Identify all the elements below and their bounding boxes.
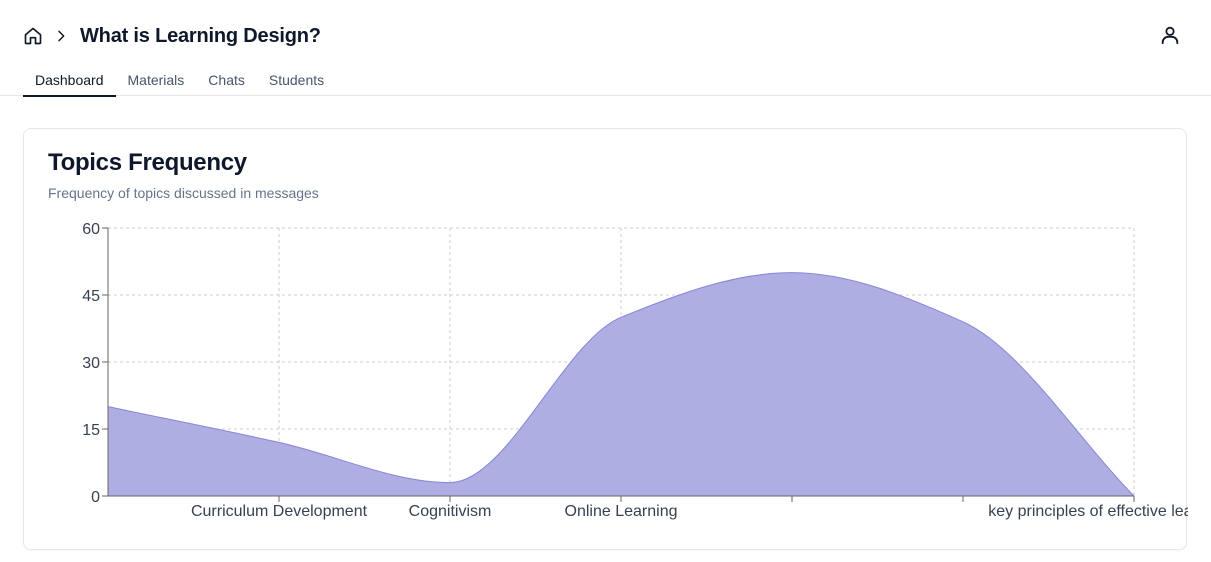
tab-students[interactable]: Students <box>268 72 325 88</box>
breadcrumb: What is Learning Design? <box>22 22 321 50</box>
card-subtitle: Frequency of topics discussed in message… <box>48 185 319 201</box>
y-tick-label: 0 <box>91 489 100 506</box>
page-title: What is Learning Design? <box>80 24 321 47</box>
x-tick-label: Curriculum Development <box>191 503 368 520</box>
chart-axes: 0 15 30 45 60 Curriculum Development Cognitivi… <box>82 221 1188 520</box>
x-tick-label: key principles of effective learning des… <box>988 503 1188 520</box>
chart-area-layer <box>107 272 1135 497</box>
tab-bar: Dashboard Materials Chats Students <box>23 66 336 97</box>
tab-chats[interactable]: Chats <box>208 72 245 88</box>
y-tick-label: 30 <box>82 355 100 372</box>
series-area-fill <box>108 272 1134 496</box>
x-tick-label: Online Learning <box>565 503 678 520</box>
series-area-line <box>107 272 1135 497</box>
y-tick-label: 15 <box>82 422 100 439</box>
user-icon[interactable] <box>1157 22 1183 48</box>
tabs-divider <box>0 95 1211 96</box>
y-tick-label: 45 <box>82 288 100 305</box>
chevron-right-icon <box>52 27 70 45</box>
x-tick-label: Cognitivism <box>409 503 492 520</box>
topics-frequency-chart: 0 15 30 45 60 Curriculum Development Cognitivi… <box>82 221 1188 520</box>
tab-materials[interactable]: Materials <box>127 72 185 88</box>
card-title: Topics Frequency <box>48 149 247 176</box>
tab-dashboard[interactable]: Dashboard <box>23 66 116 97</box>
y-tick-label: 60 <box>82 221 100 238</box>
topics-frequency-card: Topics Frequency Frequency of topics dis… <box>23 128 1188 550</box>
home-icon[interactable] <box>22 25 44 47</box>
